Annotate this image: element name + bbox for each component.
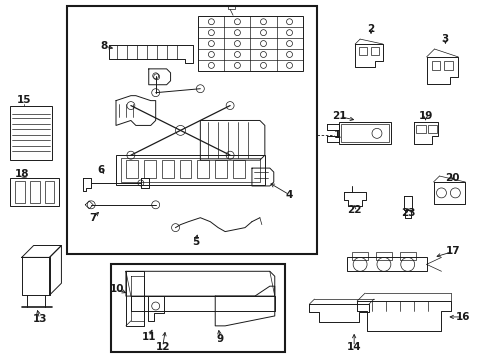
Bar (370, 47, 378, 55)
Text: 2: 2 (366, 24, 374, 34)
Bar (121, 158, 259, 182)
Bar (143, 160, 155, 178)
Text: 17: 17 (445, 247, 460, 256)
Bar (198, 16, 302, 71)
Text: 1: 1 (333, 130, 340, 140)
Bar (351, 252, 367, 260)
Bar (10, 105, 51, 160)
Bar (444, 61, 452, 70)
Text: 15: 15 (17, 95, 31, 105)
Bar (375, 252, 391, 260)
Text: 21: 21 (331, 112, 346, 121)
Text: 6: 6 (97, 165, 104, 175)
Bar (197, 160, 209, 178)
Text: 4: 4 (285, 190, 293, 200)
Text: 9: 9 (216, 334, 224, 344)
Text: 16: 16 (455, 312, 469, 322)
Bar (162, 160, 173, 178)
Bar (339, 122, 390, 144)
Text: 18: 18 (15, 169, 29, 179)
Bar (67, 6, 317, 255)
Text: 22: 22 (346, 205, 361, 215)
Bar (399, 252, 415, 260)
Text: 12: 12 (155, 342, 169, 352)
Bar (346, 257, 426, 271)
Text: 5: 5 (191, 237, 199, 247)
Text: 19: 19 (418, 112, 432, 121)
Bar (215, 160, 226, 178)
Bar (126, 160, 138, 178)
Bar (427, 125, 436, 133)
Text: 14: 14 (346, 342, 361, 352)
Text: 23: 23 (401, 208, 415, 218)
Bar (30, 181, 40, 203)
Bar (431, 61, 440, 70)
Bar (116, 155, 264, 185)
Bar (228, 5, 235, 9)
Text: 3: 3 (441, 34, 448, 44)
Bar (10, 178, 60, 206)
Text: 11: 11 (141, 332, 156, 342)
Bar (233, 160, 244, 178)
Bar (111, 264, 284, 352)
Bar (15, 181, 25, 203)
Text: 10: 10 (109, 284, 124, 294)
Bar (358, 47, 366, 55)
Bar (415, 125, 425, 133)
Bar (179, 160, 191, 178)
Text: 8: 8 (100, 41, 107, 51)
Text: 13: 13 (32, 314, 47, 324)
Text: 7: 7 (89, 213, 97, 223)
Bar (341, 125, 388, 142)
Bar (44, 181, 54, 203)
Text: 20: 20 (444, 173, 459, 183)
